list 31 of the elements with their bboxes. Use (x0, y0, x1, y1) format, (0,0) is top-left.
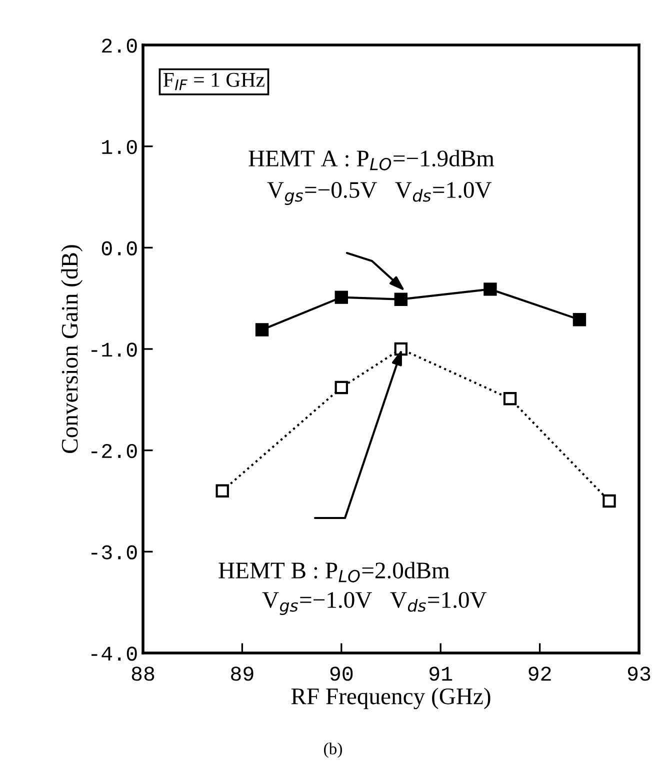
x-tick-label: 89 (231, 666, 254, 681)
y-tick-label: 0.0 (102, 241, 137, 256)
y-tick-label: -4.0 (92, 646, 137, 661)
point (394, 342, 408, 356)
point (255, 323, 269, 336)
annotation: V$_{gs}$=−0.5V V$_{ds}$=1.0V (267, 182, 492, 206)
y-tick-label: -3.0 (92, 545, 137, 560)
y-tick-label: -2.0 (92, 444, 137, 458)
point (602, 494, 616, 508)
x-tick-label: 92 (528, 666, 551, 681)
x-tick-label: 93 (628, 666, 650, 681)
y-tick-label: 1.0 (102, 140, 137, 154)
point (334, 290, 348, 304)
y-tick-label: 2.0 (102, 38, 137, 53)
y-tick-label: -1.0 (92, 342, 137, 357)
x-tick-label: 88 (132, 666, 154, 681)
point (572, 313, 586, 326)
x-axis-title: RF Frequency (GHz) (291, 688, 490, 710)
y-axis-title: Conversion Gain (dB) (61, 245, 83, 453)
x-tick-label: 91 (430, 666, 452, 681)
annotation: HEMT B : P$_{LO}$=2.0dBm (218, 562, 450, 582)
point (334, 380, 348, 394)
annotation: V$_{gs}$=−1.0V V$_{ds}$=1.0V (262, 592, 487, 616)
point (484, 282, 497, 296)
annotation: HEMT A : P$_{LO}$=−1.9dBm (248, 150, 494, 170)
annotation: F$_{IF}$ = 1 GHz (163, 72, 264, 90)
x-tick-label: 90 (330, 666, 353, 681)
point (216, 484, 229, 498)
point (503, 392, 517, 406)
point (394, 292, 408, 306)
text: (b) (324, 742, 342, 758)
